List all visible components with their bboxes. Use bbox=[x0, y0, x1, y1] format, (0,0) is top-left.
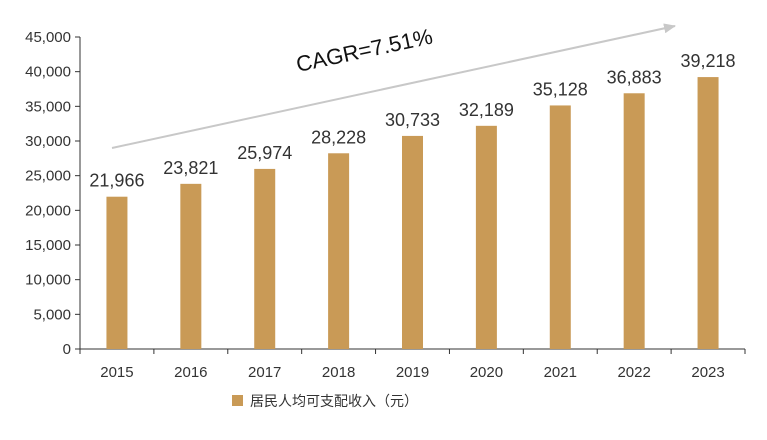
data-labels: 21,966 23,821 25,974 28,228 30,733 32,189 35,1… bbox=[89, 51, 735, 191]
y-tick-label: 45,000 bbox=[25, 29, 71, 46]
x-tick-label: 2016 bbox=[174, 364, 207, 381]
bar bbox=[254, 168, 276, 349]
x-tick-label: 2020 bbox=[470, 364, 503, 381]
y-tick-label: 25,000 bbox=[25, 168, 71, 185]
y-tick-label: 35,000 bbox=[25, 98, 71, 115]
y-axis: 0 5,000 10,000 15,000 20,000 25,000 30,000 35,0… bbox=[25, 29, 81, 358]
y-tick-label: 20,000 bbox=[25, 202, 71, 219]
x-tick-label: 2023 bbox=[691, 364, 724, 381]
data-label: 28,228 bbox=[311, 127, 366, 147]
legend-label: 居民人均可支配收入（元） bbox=[250, 394, 418, 410]
y-tick-label: 30,000 bbox=[25, 133, 71, 150]
bar bbox=[475, 125, 497, 349]
legend-swatch bbox=[232, 395, 243, 406]
data-label: 36,883 bbox=[607, 67, 662, 87]
data-label: 25,974 bbox=[237, 143, 292, 163]
x-tick-label: 2019 bbox=[396, 364, 429, 381]
bar bbox=[180, 183, 202, 349]
y-tick-label: 15,000 bbox=[25, 237, 71, 254]
bar bbox=[106, 196, 128, 349]
x-axis: 2015 2016 2017 2018 2019 2020 2021 2022 2023 bbox=[79, 348, 746, 381]
data-label: 39,218 bbox=[681, 51, 736, 71]
data-label: 23,821 bbox=[163, 158, 218, 178]
bar bbox=[623, 93, 645, 350]
x-tick-label: 2017 bbox=[248, 364, 281, 381]
x-tick-label: 2021 bbox=[544, 364, 577, 381]
trend-arrow bbox=[111, 23, 676, 149]
x-tick-label: 2015 bbox=[100, 364, 133, 381]
bar bbox=[697, 77, 719, 349]
legend: 居民人均可支配收入（元） bbox=[232, 394, 418, 410]
bar bbox=[402, 135, 423, 349]
bar-series bbox=[106, 77, 719, 350]
x-tick-label: 2022 bbox=[617, 364, 650, 381]
data-label: 21,966 bbox=[89, 171, 144, 191]
y-tick-label: 5,000 bbox=[33, 306, 71, 323]
cagr-label: CAGR=7.51% bbox=[294, 24, 435, 77]
data-label: 30,733 bbox=[385, 110, 440, 130]
y-tick-label: 40,000 bbox=[25, 64, 71, 81]
y-tick-label: 0 bbox=[63, 341, 71, 358]
data-label: 35,128 bbox=[533, 79, 588, 99]
y-tick-label: 10,000 bbox=[25, 272, 71, 289]
bar bbox=[549, 105, 571, 350]
data-label: 32,189 bbox=[459, 100, 514, 120]
x-tick-label: 2018 bbox=[322, 364, 355, 381]
bar bbox=[328, 153, 350, 349]
